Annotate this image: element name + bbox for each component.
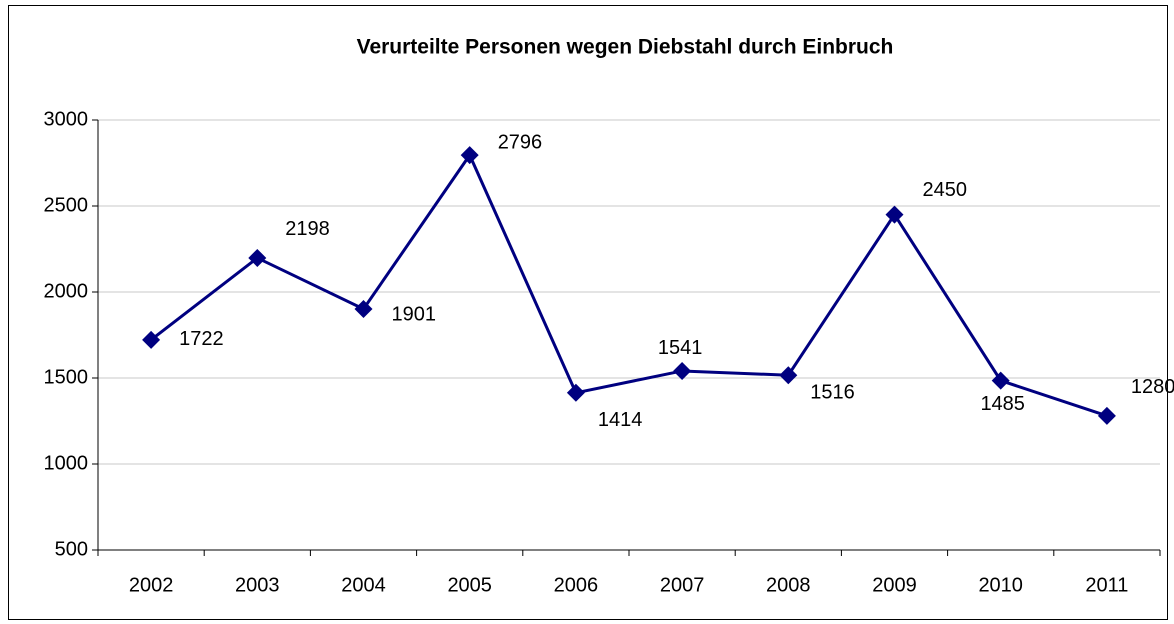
chart-title: Verurteilte Personen wegen Diebstahl dur… (357, 36, 894, 59)
y-tick-label: 1000 (44, 452, 89, 474)
x-tick-label: 2006 (554, 574, 599, 596)
y-tick-label: 500 (55, 538, 88, 560)
marker (248, 248, 267, 267)
data-label: 1414 (598, 409, 643, 431)
marker (354, 300, 373, 319)
x-tick-label: 2004 (341, 574, 386, 596)
x-tick-label: 2005 (447, 574, 492, 596)
x-tick-label: 2008 (766, 574, 811, 596)
chart-border (8, 5, 1168, 620)
marker (460, 146, 479, 165)
data-label: 1541 (658, 337, 703, 359)
data-label: 1516 (810, 382, 855, 404)
x-tick-label: 2002 (129, 574, 174, 596)
line (150, 152, 1108, 418)
data-label: 2450 (923, 179, 968, 201)
marker (566, 383, 585, 402)
data-label: 1485 (980, 393, 1025, 415)
data-label: 2796 (498, 131, 543, 153)
data-label: 1722 (179, 328, 224, 350)
x-tick-label: 2011 (1085, 574, 1128, 596)
x-tick-label: 2010 (978, 574, 1023, 596)
y-tick-label: 1500 (44, 366, 89, 388)
marker (991, 371, 1010, 390)
y-tick-label: 2000 (44, 280, 89, 302)
marker (1097, 406, 1116, 425)
data-label: 1901 (392, 303, 437, 325)
marker (779, 366, 798, 385)
marker (885, 205, 904, 224)
y-tick-label: 3000 (44, 108, 89, 130)
x-tick-label: 2009 (872, 574, 917, 596)
marker (673, 361, 692, 380)
x-tick-label: 2007 (660, 574, 705, 596)
marker (142, 330, 161, 349)
y-tick-label: 2500 (44, 194, 89, 216)
x-tick-label: 2003 (235, 574, 280, 596)
data-label: 2198 (285, 218, 330, 240)
data-label: 1280 (1131, 376, 1174, 398)
